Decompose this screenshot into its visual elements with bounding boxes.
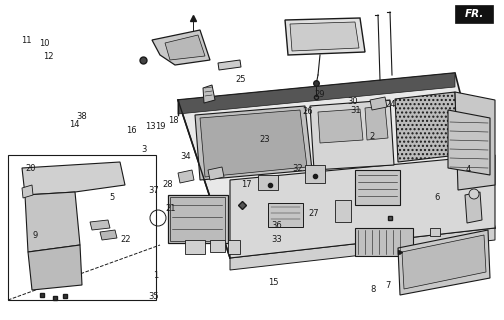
- Polygon shape: [370, 97, 387, 110]
- Polygon shape: [465, 192, 482, 223]
- Text: 36: 36: [271, 221, 282, 230]
- Text: 11: 11: [21, 36, 31, 45]
- Polygon shape: [365, 106, 388, 140]
- Text: 4: 4: [466, 165, 471, 174]
- Text: 1: 1: [153, 271, 158, 280]
- Text: 33: 33: [271, 235, 282, 244]
- Polygon shape: [455, 92, 495, 190]
- Text: 35: 35: [148, 292, 159, 301]
- Polygon shape: [290, 22, 359, 51]
- Polygon shape: [218, 60, 241, 70]
- Text: 2: 2: [369, 132, 374, 141]
- Text: 6: 6: [435, 193, 440, 202]
- Bar: [168, 195, 228, 243]
- Text: 26: 26: [302, 107, 313, 116]
- Text: 15: 15: [268, 278, 278, 287]
- Text: 16: 16: [125, 126, 137, 135]
- Polygon shape: [230, 155, 495, 258]
- Text: 5: 5: [109, 193, 114, 202]
- Polygon shape: [195, 106, 312, 180]
- Bar: [305, 165, 325, 183]
- Polygon shape: [230, 228, 495, 270]
- Polygon shape: [152, 30, 210, 65]
- Text: 3: 3: [141, 145, 146, 154]
- Bar: [268, 203, 303, 227]
- Text: 29: 29: [315, 90, 325, 99]
- Bar: [170, 197, 225, 241]
- Polygon shape: [208, 167, 224, 180]
- Text: 12: 12: [43, 52, 53, 60]
- Text: 31: 31: [350, 106, 361, 115]
- Text: 22: 22: [121, 235, 131, 244]
- Polygon shape: [318, 109, 363, 143]
- Polygon shape: [100, 230, 117, 240]
- Polygon shape: [25, 192, 80, 252]
- Bar: [430, 228, 440, 236]
- Polygon shape: [178, 73, 495, 258]
- Bar: [8, 155, 156, 300]
- Polygon shape: [178, 73, 455, 114]
- Text: 20: 20: [25, 164, 35, 173]
- Text: 8: 8: [370, 285, 375, 294]
- Polygon shape: [90, 220, 110, 230]
- Text: 7: 7: [386, 281, 391, 290]
- Circle shape: [469, 189, 479, 199]
- Bar: [355, 228, 413, 256]
- Polygon shape: [398, 230, 490, 295]
- Text: FR.: FR.: [464, 9, 484, 19]
- Text: 23: 23: [259, 135, 270, 144]
- Polygon shape: [402, 235, 486, 289]
- Polygon shape: [22, 162, 125, 195]
- Text: 37: 37: [148, 186, 159, 195]
- Bar: [228, 240, 240, 254]
- Polygon shape: [310, 100, 394, 170]
- Text: 28: 28: [162, 180, 173, 189]
- Text: 19: 19: [155, 122, 165, 131]
- Text: 25: 25: [236, 75, 246, 84]
- Bar: [335, 200, 351, 222]
- Polygon shape: [448, 110, 490, 175]
- Polygon shape: [22, 185, 33, 198]
- Text: 10: 10: [39, 39, 49, 48]
- Polygon shape: [203, 85, 215, 103]
- Bar: [455, 5, 493, 23]
- Polygon shape: [200, 110, 307, 177]
- Bar: [258, 175, 278, 190]
- Text: 32: 32: [292, 164, 303, 173]
- Text: 13: 13: [145, 122, 156, 131]
- Polygon shape: [28, 245, 82, 290]
- Text: 21: 21: [165, 204, 175, 212]
- Polygon shape: [165, 35, 205, 60]
- Bar: [355, 170, 400, 205]
- Text: 17: 17: [240, 180, 251, 188]
- Bar: [185, 240, 205, 254]
- Polygon shape: [178, 170, 194, 183]
- Polygon shape: [395, 92, 458, 162]
- Text: 34: 34: [180, 152, 191, 161]
- Text: 9: 9: [33, 231, 38, 240]
- Text: 18: 18: [168, 116, 179, 124]
- Text: 24: 24: [386, 100, 396, 109]
- Text: 38: 38: [76, 112, 87, 121]
- Polygon shape: [285, 18, 365, 55]
- Bar: [210, 240, 225, 252]
- Text: 14: 14: [70, 120, 80, 129]
- Text: 27: 27: [308, 209, 319, 218]
- Text: 30: 30: [347, 97, 358, 106]
